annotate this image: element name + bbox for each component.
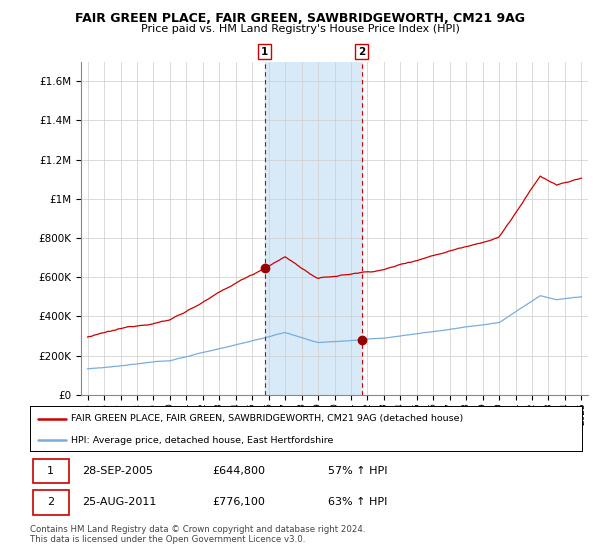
Text: 2: 2 — [358, 46, 365, 57]
Text: £776,100: £776,100 — [212, 497, 265, 507]
Text: 25-AUG-2011: 25-AUG-2011 — [82, 497, 157, 507]
Text: FAIR GREEN PLACE, FAIR GREEN, SAWBRIDGEWORTH, CM21 9AG (detached house): FAIR GREEN PLACE, FAIR GREEN, SAWBRIDGEW… — [71, 414, 464, 423]
Text: 1: 1 — [47, 466, 54, 476]
Text: 57% ↑ HPI: 57% ↑ HPI — [328, 466, 388, 476]
Text: Contains HM Land Registry data © Crown copyright and database right 2024.: Contains HM Land Registry data © Crown c… — [30, 525, 365, 534]
FancyBboxPatch shape — [33, 490, 68, 515]
Text: 1: 1 — [261, 46, 268, 57]
Text: This data is licensed under the Open Government Licence v3.0.: This data is licensed under the Open Gov… — [30, 535, 305, 544]
FancyBboxPatch shape — [33, 459, 68, 483]
Text: £644,800: £644,800 — [212, 466, 265, 476]
Bar — [265, 62, 362, 395]
Text: 2: 2 — [47, 497, 54, 507]
Text: 28-SEP-2005: 28-SEP-2005 — [82, 466, 154, 476]
Text: Price paid vs. HM Land Registry's House Price Index (HPI): Price paid vs. HM Land Registry's House … — [140, 24, 460, 34]
Text: FAIR GREEN PLACE, FAIR GREEN, SAWBRIDGEWORTH, CM21 9AG: FAIR GREEN PLACE, FAIR GREEN, SAWBRIDGEW… — [75, 12, 525, 25]
Text: 63% ↑ HPI: 63% ↑ HPI — [328, 497, 388, 507]
Text: HPI: Average price, detached house, East Hertfordshire: HPI: Average price, detached house, East… — [71, 436, 334, 445]
